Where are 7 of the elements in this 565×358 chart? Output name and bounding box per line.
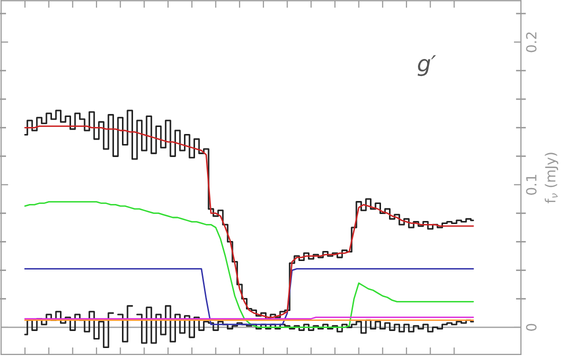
y-tick-label: 0.2 xyxy=(526,32,537,52)
y-axis-title: f$_{ν}$ (mJy) xyxy=(544,152,558,204)
annotation: g′ xyxy=(418,55,436,76)
line-series xyxy=(24,268,474,326)
y-tick-label: 0.1 xyxy=(526,174,537,195)
y-tick-label: 0 xyxy=(526,324,537,331)
line-series xyxy=(24,201,474,328)
